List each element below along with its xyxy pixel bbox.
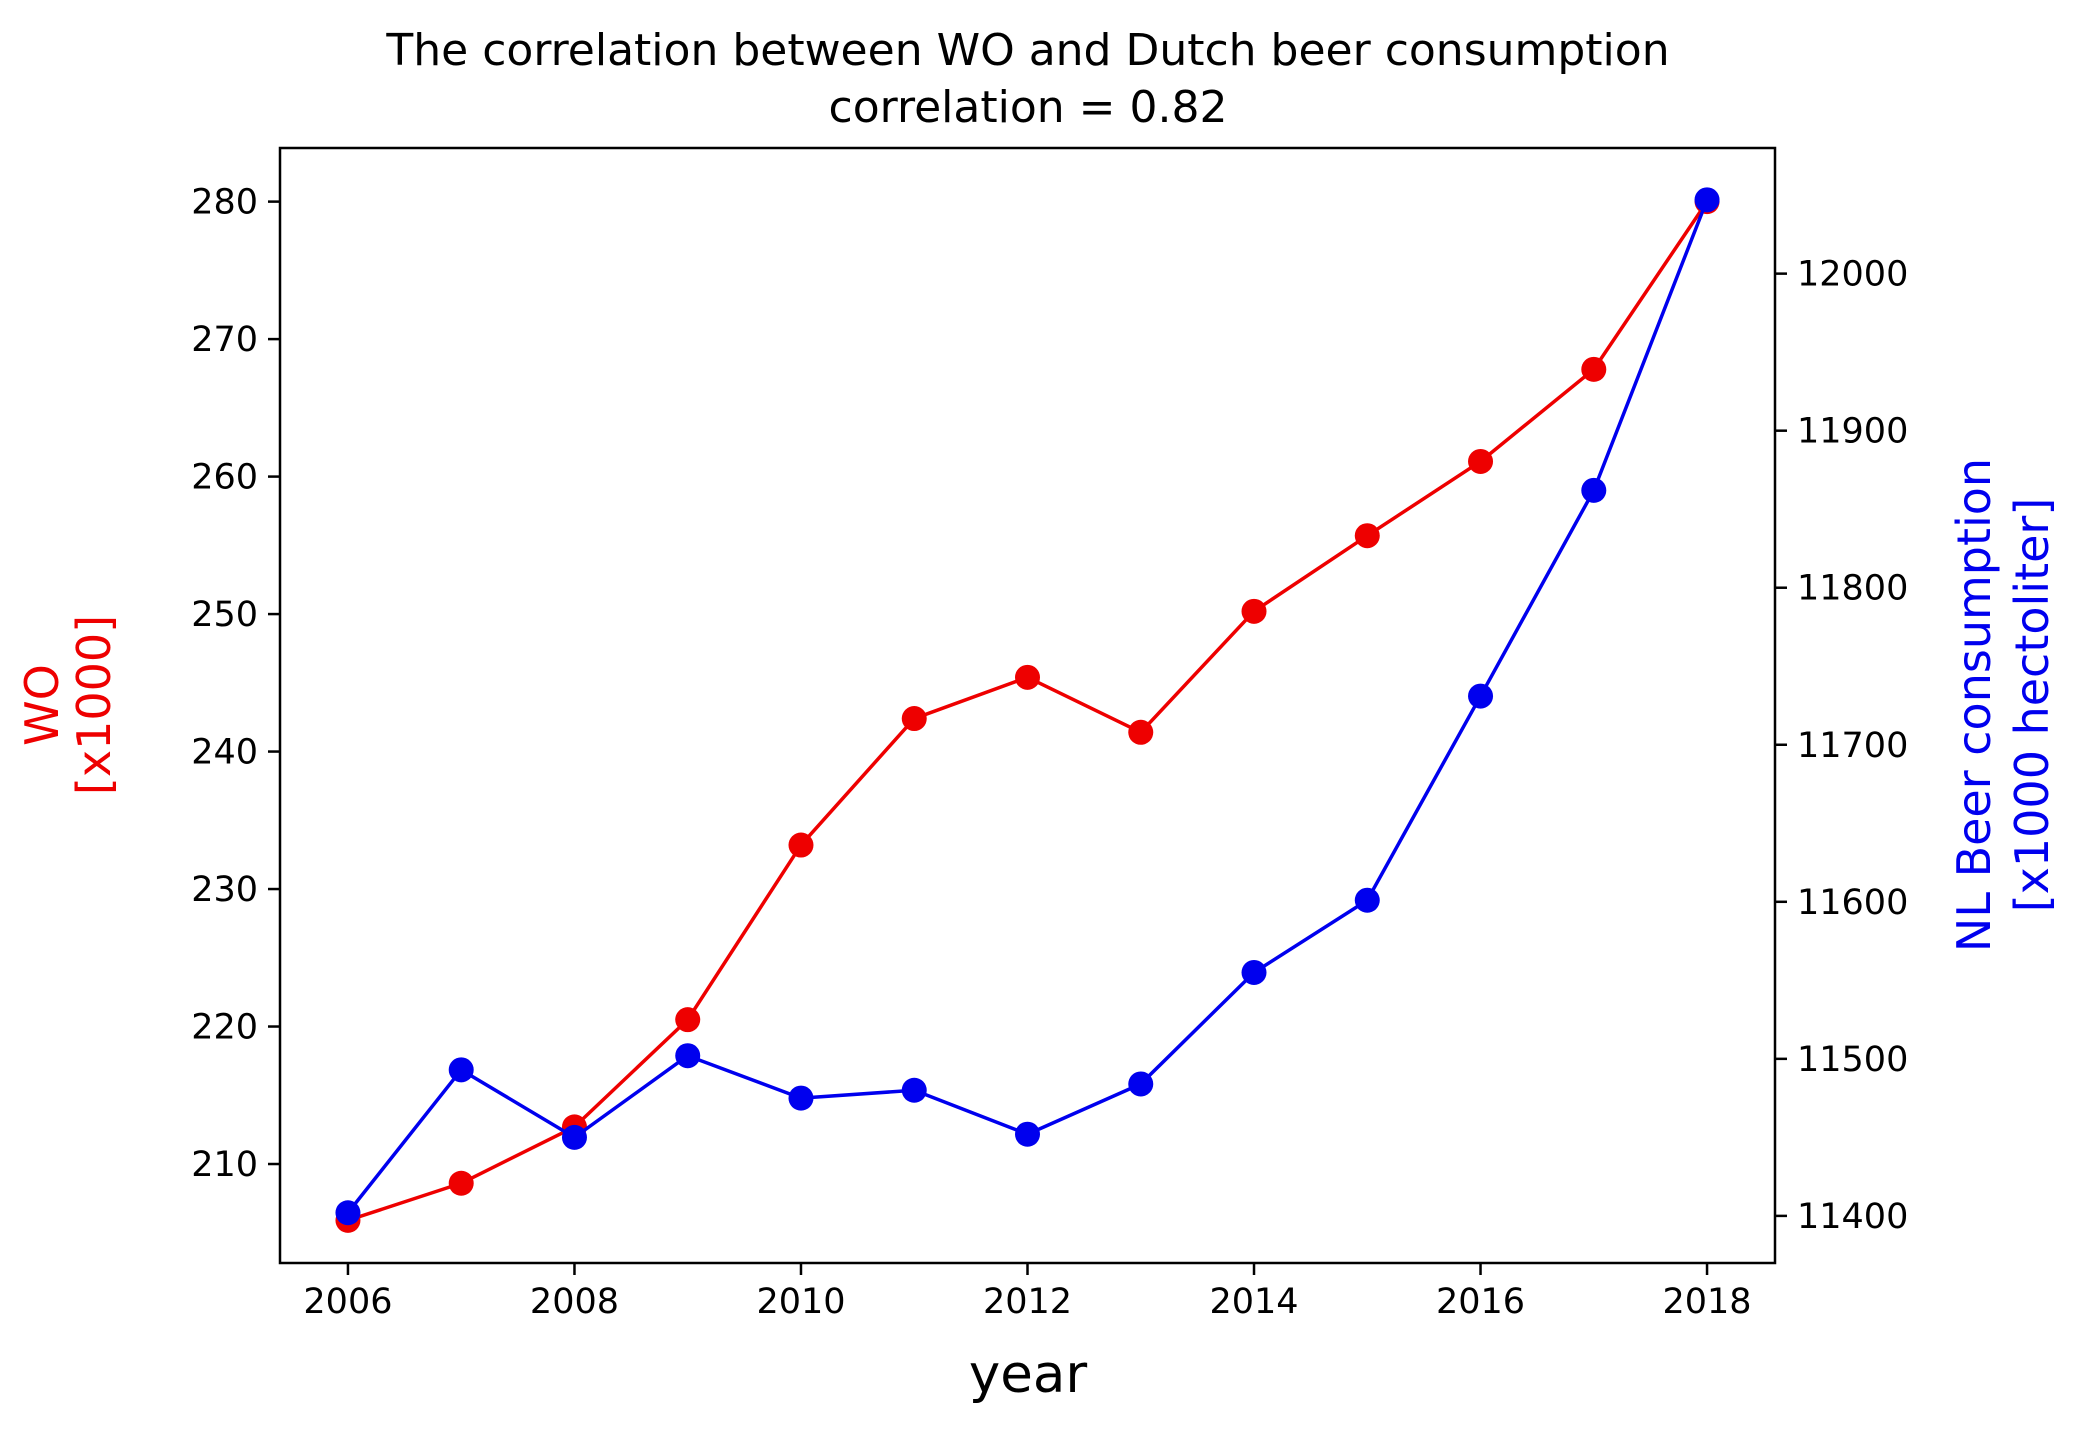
right-tick-label: 11500 [1797,1040,1908,1080]
wo-data-point [1241,598,1267,624]
right-tick-label: 11700 [1797,726,1908,766]
beer-data-point [448,1057,474,1083]
beer-data-point [1354,887,1380,913]
wo-data-point [901,706,927,732]
right-axis-label-line2: [x1000 hectoliter] [2005,498,2059,913]
right-tick-label: 12000 [1797,255,1908,295]
left-axis-label-line1: WO [15,664,69,746]
right-tick-label: 11800 [1797,569,1908,609]
right-y-axis: 11400 11500 11600 11700 11800 11900 12000 [1775,255,1908,1237]
wo-data-point [1468,448,1494,474]
left-tick-label: 280 [191,183,258,223]
beer-data-point [335,1200,361,1226]
right-tick-label: 11900 [1797,412,1908,452]
left-y-axis: 210 220 230 240 250 260 270 280 [191,183,280,1185]
wo-data-point [1015,664,1040,690]
x-axis: 2006 2008 2010 2012 2014 2016 2018 [303,1263,1752,1322]
series-layer [335,187,1720,1233]
beer-data-point [1241,959,1267,985]
wo-series-line [347,200,1709,1223]
chart-title: The correlation between WO and Dutch bee… [385,25,1669,76]
beer-data-point [788,1085,814,1111]
chart-subtitle: correlation = 0.82 [829,82,1228,133]
left-tick-label: 210 [191,1145,258,1185]
right-tick-label: 11600 [1797,883,1908,923]
beer-data-point [1468,683,1494,709]
left-tick-label: 270 [191,320,258,360]
beer-data-point [1015,1121,1040,1147]
beer-series-line [346,199,1709,1214]
right-axis-label: NL Beer consumption [x1000 hectoliter] [1947,458,2059,952]
wo-data-point [1581,356,1607,382]
wo-data-point [788,832,814,858]
x-tick-label: 2012 [983,1282,1072,1322]
right-tick-label: 11400 [1797,1197,1908,1237]
beer-data-point [1128,1071,1154,1097]
left-tick-label: 250 [191,595,258,635]
left-tick-label: 240 [191,733,258,773]
x-tick-label: 2014 [1209,1282,1298,1322]
x-tick-label: 2018 [1663,1282,1752,1322]
wo-data-point [675,1007,701,1033]
x-tick-label: 2006 [303,1282,392,1322]
wo-data-point [448,1170,474,1196]
x-axis-label: year [969,1344,1087,1405]
x-tick-label: 2010 [756,1282,845,1322]
x-tick-label: 2016 [1436,1282,1525,1322]
left-tick-label: 260 [191,458,258,498]
wo-data-point [1128,719,1154,745]
left-tick-label: 230 [191,870,258,910]
right-axis-label-line1: NL Beer consumption [1947,458,2001,952]
left-tick-label: 220 [191,1008,258,1048]
beer-data-point [561,1124,587,1150]
left-axis-label-line2: [x1000] [67,615,121,795]
beer-data-point [1694,187,1720,213]
beer-data-point [901,1077,927,1103]
beer-data-point [1581,477,1607,503]
left-axis-label: WO [x1000] [15,615,121,795]
x-tick-label: 2008 [530,1282,619,1322]
beer-data-point [675,1043,701,1069]
wo-data-point [1354,523,1380,549]
